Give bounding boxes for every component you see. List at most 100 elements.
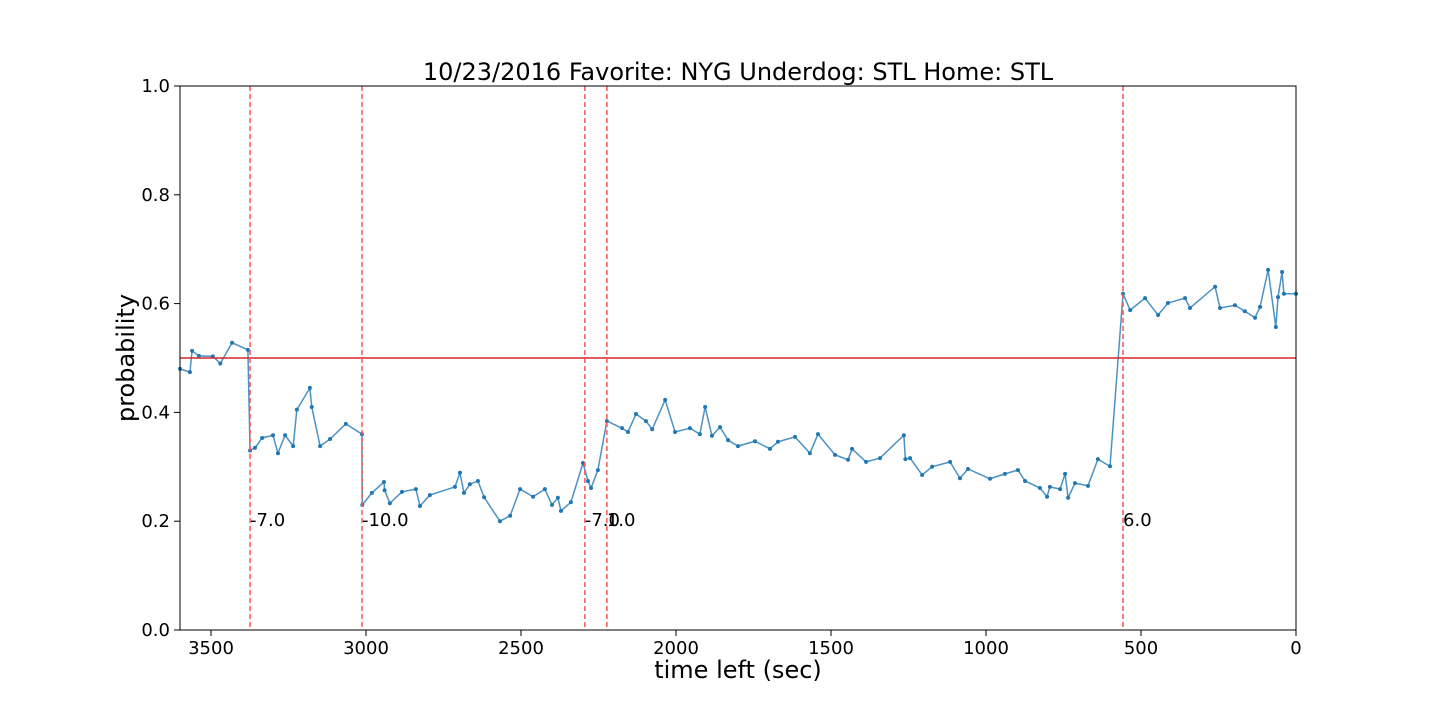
data-point (1063, 471, 1068, 476)
data-point (382, 488, 387, 493)
data-point (877, 456, 882, 461)
data-point (1085, 483, 1090, 488)
data-point (846, 457, 851, 462)
data-point (1280, 270, 1285, 275)
data-point (775, 439, 780, 444)
data-point (1095, 457, 1100, 462)
data-point (413, 487, 418, 492)
data-point (1276, 295, 1281, 300)
data-point (663, 397, 668, 402)
data-point (634, 412, 639, 417)
data-point (190, 348, 195, 353)
data-point (625, 429, 630, 434)
y-tick-label: 0.0 (141, 620, 170, 641)
data-point (328, 437, 333, 442)
data-point (585, 478, 590, 483)
data-point (452, 484, 457, 489)
data-point (518, 487, 523, 492)
event-label: -7.0 (250, 510, 285, 531)
data-point (1266, 267, 1271, 272)
data-point (245, 347, 250, 352)
event-label: 6.0 (1123, 510, 1152, 531)
data-point (497, 519, 502, 524)
data-point (457, 470, 462, 475)
data-point (271, 433, 275, 438)
data-point (988, 476, 993, 481)
data-point (687, 426, 692, 431)
x-tick-label: 1000 (963, 638, 1009, 659)
event-label: 1.0 (607, 510, 636, 531)
data-point (1273, 324, 1278, 329)
data-point (650, 427, 655, 432)
data-point (1232, 303, 1237, 308)
y-tick-label: 1.0 (141, 76, 170, 97)
x-tick-label: 2500 (498, 638, 544, 659)
data-point (1002, 471, 1007, 476)
data-point (709, 433, 714, 438)
data-point (558, 508, 563, 513)
x-axis-label: time left (sec) (654, 656, 822, 684)
data-point (1165, 301, 1170, 306)
data-point (482, 495, 487, 500)
data-point (542, 487, 547, 492)
y-tick-label: 0.6 (141, 294, 170, 315)
data-point (673, 429, 678, 434)
data-point (387, 501, 392, 506)
data-point (508, 513, 513, 518)
data-point (196, 353, 201, 358)
x-tick-label: 3000 (343, 638, 389, 659)
data-point (531, 494, 536, 499)
data-point (604, 419, 609, 424)
data-point (218, 361, 223, 366)
data-point (417, 503, 422, 508)
data-point (1187, 305, 1192, 310)
y-tick-label: 0.8 (141, 185, 170, 206)
data-point (275, 451, 280, 456)
data-point (318, 444, 323, 449)
data-point (1037, 486, 1042, 491)
data-point (283, 433, 288, 438)
data-point (260, 435, 265, 440)
data-point (253, 445, 258, 450)
event-label: -10.0 (362, 510, 409, 531)
data-point (850, 446, 855, 451)
data-point (589, 486, 594, 491)
x-tick-label: 2000 (653, 638, 699, 659)
data-point (1121, 291, 1126, 296)
data-point (1281, 291, 1286, 296)
x-tick-label: 1500 (808, 638, 854, 659)
data-point (815, 432, 820, 437)
data-point (643, 419, 648, 424)
data-point (1066, 495, 1071, 500)
data-point (550, 502, 554, 507)
data-point (1072, 481, 1077, 486)
data-point (381, 480, 386, 485)
data-point (697, 432, 702, 437)
y-tick-label: 0.2 (141, 511, 170, 532)
data-point (399, 489, 404, 494)
data-point (903, 457, 908, 462)
data-point (620, 426, 625, 431)
data-point (703, 404, 708, 409)
data-point (1058, 487, 1063, 492)
data-point (309, 404, 314, 409)
data-point (1258, 304, 1263, 309)
data-point (1047, 484, 1052, 489)
data-point (920, 472, 925, 477)
data-point (1015, 468, 1020, 473)
data-point (555, 495, 560, 500)
plot-frame (179, 85, 1297, 631)
data-point (833, 452, 838, 457)
data-point (767, 446, 772, 451)
x-tick-label: 0 (1290, 638, 1301, 659)
data-point (807, 451, 812, 456)
data-point (581, 460, 585, 465)
data-point (1128, 308, 1133, 313)
data-point (1045, 494, 1050, 499)
data-point (736, 444, 740, 449)
data-point (595, 468, 600, 473)
data-point (1108, 464, 1112, 469)
data-point (291, 444, 296, 449)
data-point (343, 421, 348, 426)
